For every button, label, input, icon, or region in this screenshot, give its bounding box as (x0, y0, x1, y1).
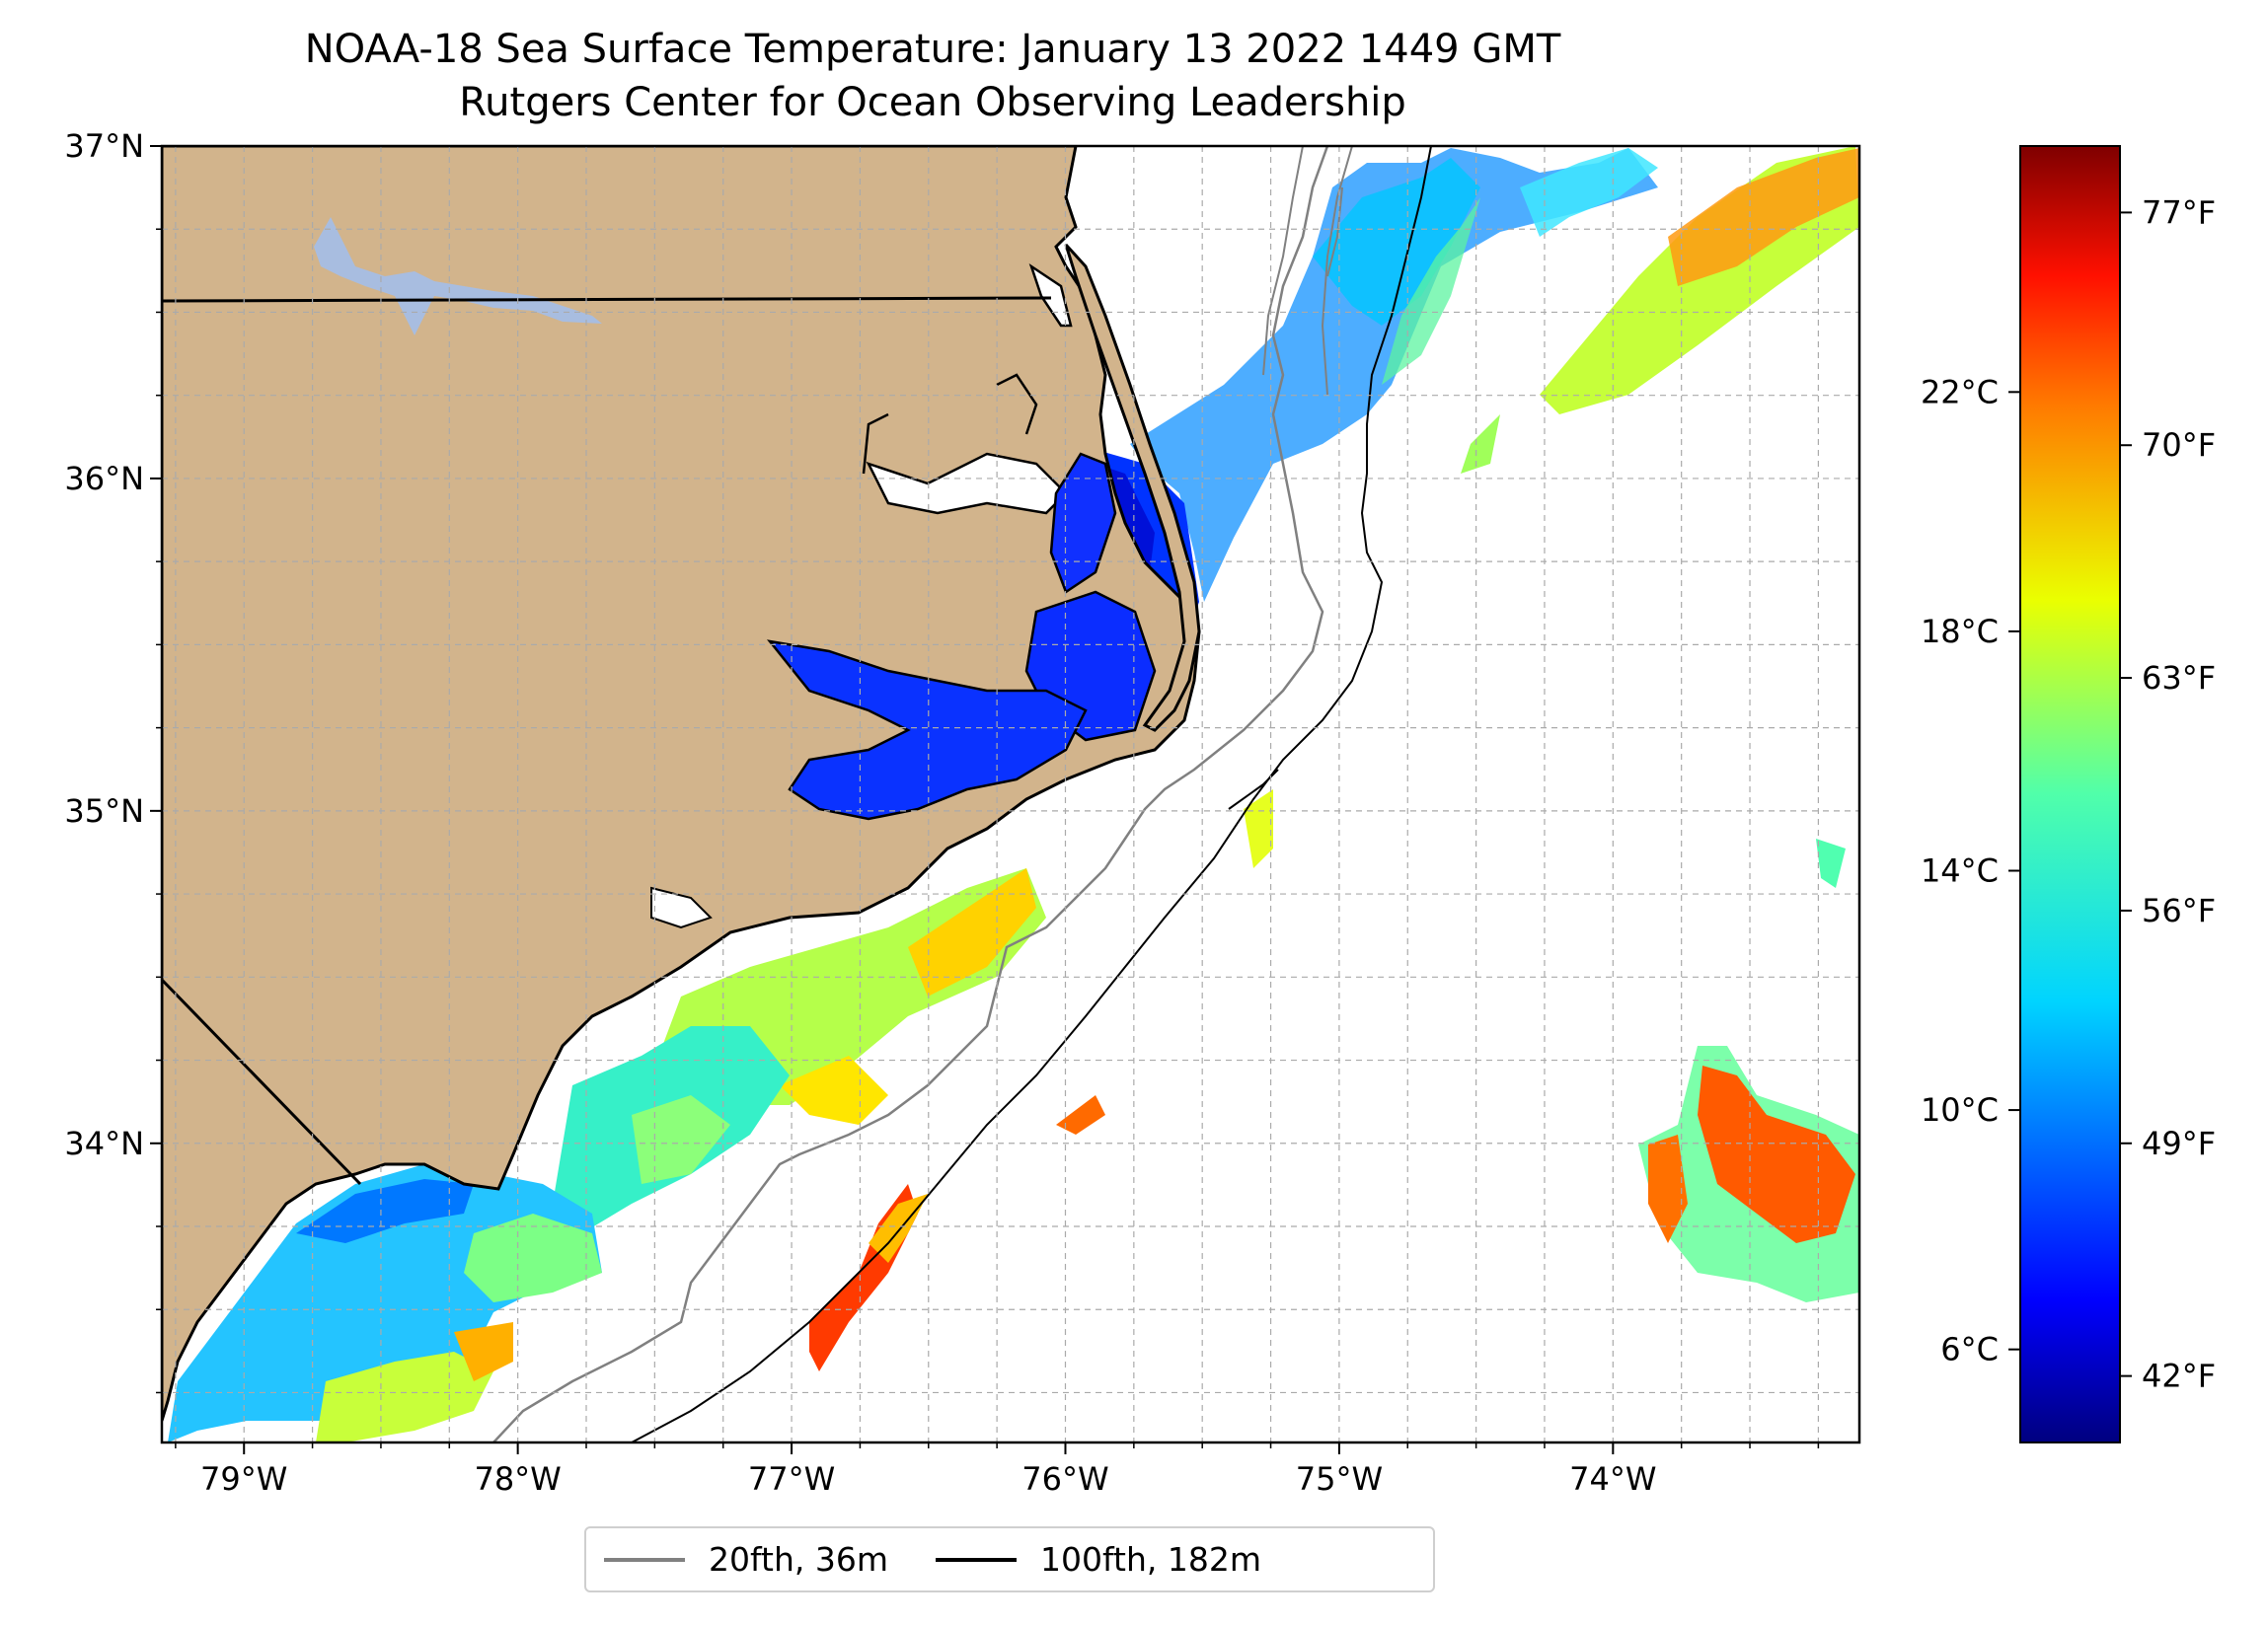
lon-tick-label: 74°W (1569, 1460, 1656, 1498)
celsius-tick-label: 22°C (1921, 373, 1999, 410)
lon-tick-label: 79°W (200, 1460, 287, 1498)
fahrenheit-tick-label: 77°F (2142, 193, 2216, 231)
lon-tick-label: 78°W (474, 1460, 561, 1498)
celsius-tick-label: 10°C (1921, 1091, 1999, 1129)
legend-entry-20fth: 20fth, 36m (604, 1540, 888, 1579)
lat-tick-label: 36°N (64, 460, 144, 497)
celsius-tick-label: 14°C (1921, 851, 1999, 889)
gridlines (162, 146, 1859, 1442)
isobath-legend: 20fth, 36m 100fth, 182m (584, 1526, 1435, 1592)
map-title: NOAA-18 Sea Surface Temperature: January… (304, 27, 1561, 72)
lat-tick-label: 34°N (64, 1125, 144, 1162)
colorbar-fahrenheit-axis: 77°F 70°F 63°F 56°F 49°F 42°F (2120, 193, 2216, 1395)
state-border-va-nc (162, 296, 1052, 303)
map-frame (160, 144, 1861, 1444)
fahrenheit-tick-label: 63°F (2142, 659, 2216, 697)
land-mass (162, 146, 1201, 1422)
celsius-tick-label: 6°C (1940, 1331, 1999, 1368)
state-border-nc-sc (162, 978, 362, 1186)
lake (314, 217, 602, 335)
legend-line-100fth (936, 1557, 1017, 1562)
fahrenheit-tick-label: 70°F (2142, 426, 2216, 464)
colorbar (2019, 145, 2121, 1443)
outer-banks (1064, 243, 1201, 732)
lat-axis: 37°N 36°N 35°N 34°N (64, 127, 162, 1394)
lat-tick-label: 37°N (64, 127, 144, 165)
lon-tick-label: 76°W (1021, 1460, 1108, 1498)
fahrenheit-tick-label: 49°F (2142, 1125, 2216, 1162)
fahrenheit-tick-label: 56°F (2142, 892, 2216, 929)
legend-label-20fth: 20fth, 36m (709, 1540, 888, 1579)
legend-line-20fth (604, 1557, 685, 1562)
legend-label-100fth: 100fth, 182m (1040, 1540, 1261, 1579)
celsius-tick-label: 18°C (1921, 613, 1999, 650)
fahrenheit-tick-label: 42°F (2142, 1358, 2216, 1395)
isobath-20fth (492, 146, 1329, 1442)
colorbar-celsius-axis: 22°C 18°C 14°C 10°C 6°C (1921, 373, 2020, 1368)
lat-tick-label: 35°N (64, 792, 144, 830)
lon-tick-label: 77°W (748, 1460, 835, 1498)
map-subtitle: Rutgers Center for Ocean Observing Leade… (459, 80, 1406, 125)
legend-entry-100fth: 100fth, 182m (936, 1540, 1261, 1579)
lon-tick-label: 75°W (1296, 1460, 1383, 1498)
lon-axis: 79°W 78°W 77°W 76°W 75°W 74°W (175, 1442, 1820, 1498)
